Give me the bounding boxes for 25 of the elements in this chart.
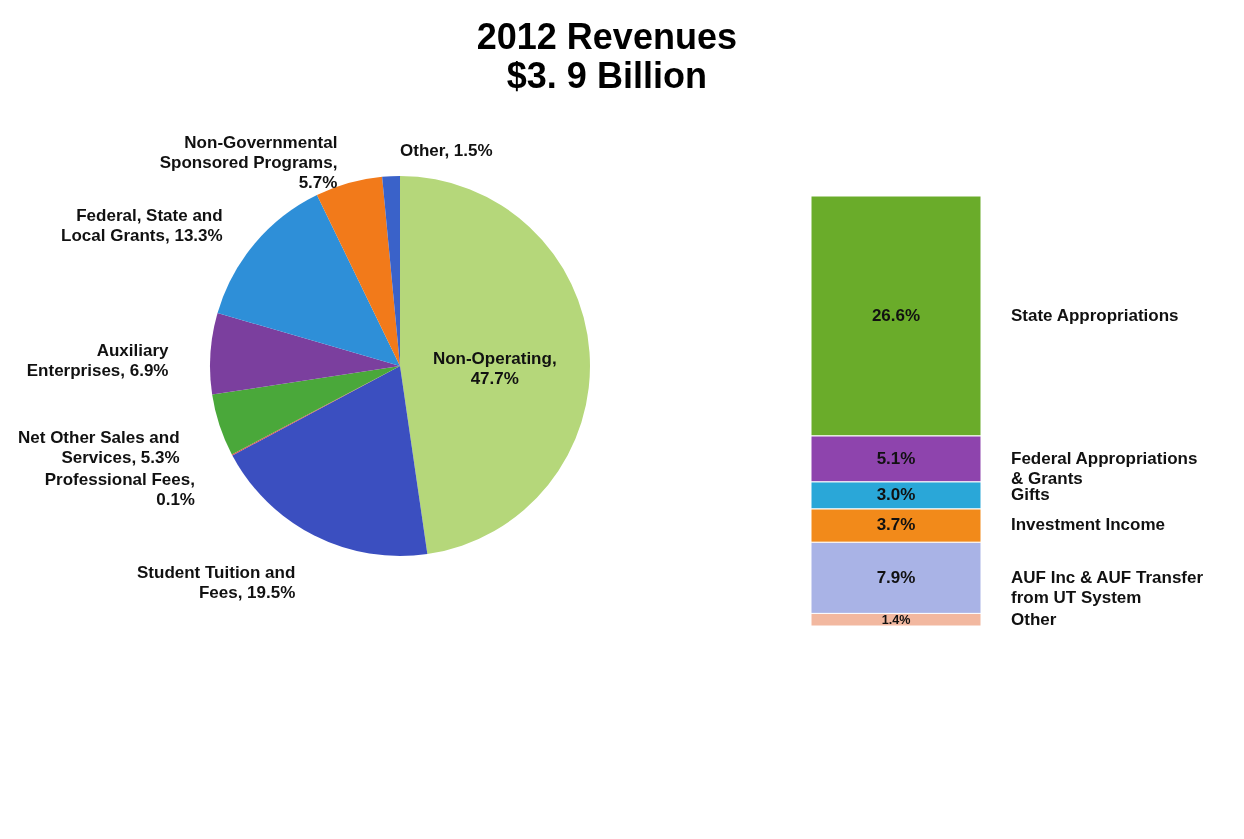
pie-slice xyxy=(400,176,590,555)
slice-label: Non-Governmental Sponsored Programs, 5.7% xyxy=(159,132,338,192)
series-label: Investment Income xyxy=(1011,515,1165,535)
data-label: 26.6% xyxy=(871,305,921,325)
pie-slice xyxy=(210,312,400,395)
slice-label: Student Tuition and Fees, 19.5% xyxy=(137,563,296,603)
slice-label: Non-Operating, 47.7% xyxy=(432,349,557,389)
data-label: 5.1% xyxy=(876,448,916,468)
data-label: 1.4% xyxy=(881,612,911,627)
chart-subtitle: $3. 9 Billion xyxy=(506,55,707,96)
slice-label: Professional Fees, 0.1% xyxy=(44,470,195,510)
data-label: 3.0% xyxy=(876,485,916,505)
series-label: State Appropriations xyxy=(1011,305,1179,325)
data-label: 7.9% xyxy=(876,567,916,587)
slice-label: Net Other Sales and Services, 5.3% xyxy=(18,428,180,468)
slice-label: Other, 1.5% xyxy=(400,141,493,160)
slice-label: Federal, State and Local Grants, 13.3% xyxy=(61,206,223,246)
series-label: Other xyxy=(1011,609,1057,629)
data-label: 3.7% xyxy=(876,515,916,535)
pie-slice xyxy=(232,366,428,556)
chart-title: 2012 Revenues xyxy=(476,16,737,57)
slice-label: Auxiliary Enterprises, 6.9% xyxy=(26,340,170,380)
series-label: Federal Appropriations & Grants xyxy=(1011,448,1198,488)
series-label: Gifts xyxy=(1011,485,1050,505)
series-label: AUF Inc & AUF Transfer from UT System xyxy=(1011,567,1204,607)
